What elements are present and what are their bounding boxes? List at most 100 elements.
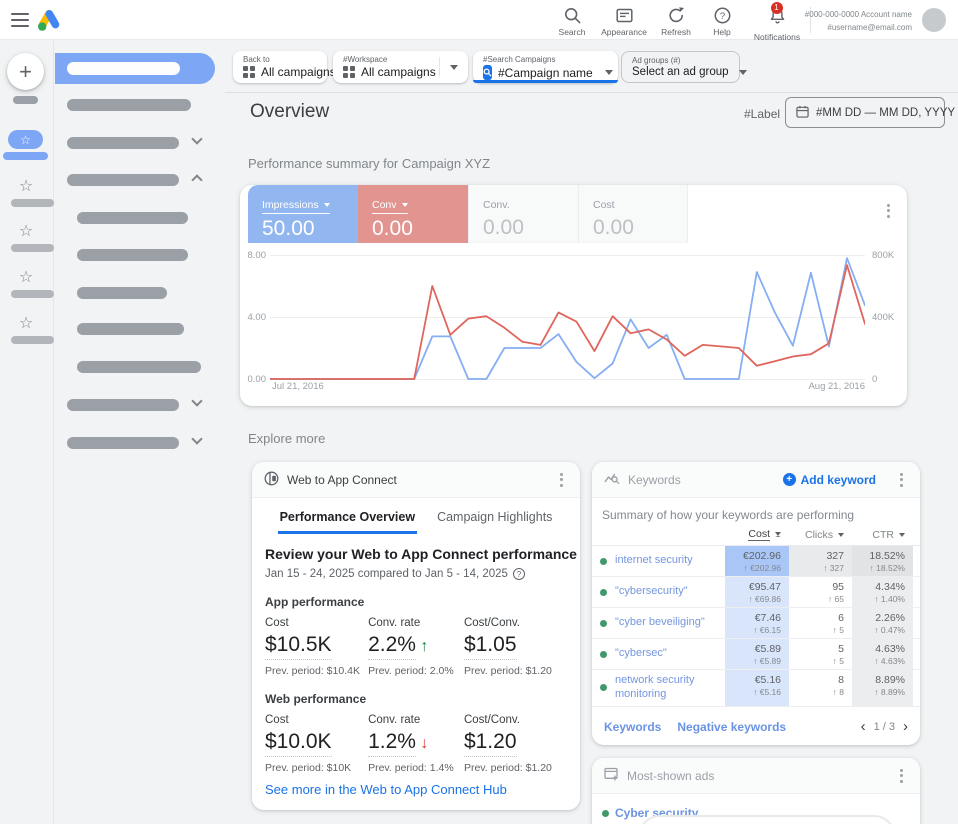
- notification-badge: 1: [771, 2, 783, 14]
- refresh-label: Refresh: [654, 27, 698, 37]
- chevron-down-icon[interactable]: [191, 395, 202, 406]
- keyword-cell[interactable]: "cyber beveiliging": [592, 608, 725, 638]
- keywords-link[interactable]: Keywords: [604, 720, 661, 734]
- table-row[interactable]: "cyber beveiliging"€7.46↑ €6.156↑ 52.26%…: [592, 608, 920, 639]
- sidebar-subitem[interactable]: [77, 249, 188, 261]
- metric-cost[interactable]: Cost 0.00: [578, 185, 688, 243]
- sidebar-item[interactable]: [67, 437, 179, 449]
- next-page-icon[interactable]: ›: [903, 719, 908, 734]
- table-row[interactable]: "cybersecurity"€95.47↑ €69.8695↑ 654.34%…: [592, 577, 920, 608]
- chevron-down-icon[interactable]: [605, 70, 613, 75]
- date-range-picker[interactable]: #MM DD — MM DD, YYYY: [785, 97, 945, 128]
- avatar[interactable]: [922, 8, 946, 32]
- date-range-value: #MM DD — MM DD, YYYY: [816, 107, 955, 119]
- kebab-menu-icon[interactable]: [894, 766, 908, 785]
- y-axis-tick: 8.00: [240, 250, 266, 261]
- metric-label: Impressions: [262, 199, 319, 211]
- google-ads-app: Search Appearance Refresh ? Help 1 No: [0, 0, 958, 824]
- star-icon: ☆: [19, 269, 33, 286]
- sidebar-item[interactable]: [67, 137, 179, 149]
- previous-page-icon[interactable]: ‹: [861, 719, 866, 734]
- back-to-all-campaigns-chip[interactable]: Back to All campaigns: [233, 51, 327, 83]
- metric-app-cost: Cost $10.5K Prev. period: $10.4K: [265, 617, 368, 677]
- metric-label: Conv: [372, 199, 397, 211]
- chevron-up-icon[interactable]: [191, 174, 202, 185]
- chevron-down-icon[interactable]: [450, 65, 458, 70]
- y-axis-tick-right: 400K: [872, 312, 894, 323]
- kebab-menu-icon[interactable]: [554, 470, 568, 489]
- keyword-link[interactable]: "cyber beveiliging": [615, 616, 705, 630]
- sidebar-subitem[interactable]: [77, 323, 184, 335]
- refresh-button[interactable]: Refresh: [654, 6, 698, 37]
- keywords-card: Keywords + Add keyword Summary of how yo…: [592, 462, 920, 745]
- sidebar-item[interactable]: [67, 174, 179, 186]
- rail-favorite-5[interactable]: ☆: [13, 313, 39, 333]
- metric-conv[interactable]: Conv 0.00: [358, 185, 468, 243]
- hamburger-menu-icon[interactable]: [11, 13, 29, 27]
- search-button[interactable]: Search: [552, 6, 592, 37]
- status-dot: [602, 810, 609, 817]
- column-header-cost[interactable]: Cost: [725, 528, 789, 541]
- negative-keywords-link[interactable]: Negative keywords: [677, 720, 786, 734]
- y-axis-tick-right: 0: [872, 374, 877, 385]
- appearance-button[interactable]: Appearance: [598, 6, 650, 37]
- sidebar-item[interactable]: [67, 99, 191, 111]
- sidebar-item[interactable]: [67, 399, 179, 411]
- chevron-down-icon[interactable]: [739, 70, 747, 75]
- metric-conv-2[interactable]: Conv. 0.00: [468, 185, 578, 243]
- chip-label: Back to: [243, 55, 317, 64]
- table-row[interactable]: internet security€202.96↑ €202.96327↑ 32…: [592, 546, 920, 577]
- chevron-down-icon[interactable]: [191, 433, 202, 444]
- column-header-clicks[interactable]: Clicks: [789, 528, 852, 541]
- y-axis-tick: 0.00: [240, 374, 266, 385]
- create-plus-button[interactable]: +: [7, 53, 44, 90]
- rail-favorite-2[interactable]: ☆: [13, 176, 39, 196]
- keyword-link[interactable]: "cybersecurity": [615, 585, 688, 599]
- rail-favorite-4[interactable]: ☆: [13, 267, 39, 287]
- kebab-menu-icon[interactable]: [881, 201, 895, 220]
- w2a-tabs: Performance Overview Campaign Highlights: [252, 510, 580, 534]
- sidebar-item-selected[interactable]: [55, 53, 215, 84]
- keyword-cell[interactable]: "cybersec": [592, 639, 725, 669]
- help-icon[interactable]: ?: [513, 568, 525, 580]
- keyword-cell[interactable]: internet security: [592, 546, 725, 576]
- label-chip: #Label: [744, 107, 780, 121]
- rail-favorite-selected[interactable]: ☆: [8, 130, 43, 149]
- search-icon: [552, 6, 592, 25]
- keyword-link[interactable]: internet security: [615, 554, 693, 568]
- see-more-hub-link[interactable]: See more in the Web to App Connect Hub: [265, 782, 507, 797]
- rail-favorite-3[interactable]: ☆: [13, 221, 39, 241]
- column-header-ctr[interactable]: CTR: [852, 528, 913, 541]
- google-ads-logo[interactable]: [36, 7, 62, 38]
- campaign-selector-chip[interactable]: #Search Campaigns #Campaign name: [473, 51, 618, 83]
- chip-label: Ad groups (#): [632, 56, 729, 65]
- card-header: Web to App Connect: [252, 462, 580, 498]
- table-row[interactable]: "cybersec"€5.89↑ €5.895↑ 54.63%↑ 4.63%: [592, 639, 920, 670]
- page-indicator: 1 / 3: [874, 721, 895, 733]
- metric-label: Conv.: [483, 199, 510, 211]
- metric-impressions[interactable]: Impressions 50.00: [248, 185, 358, 243]
- account-info[interactable]: #000-000-0000 Account name #username@ema…: [805, 9, 912, 35]
- sidebar-subitem[interactable]: [77, 287, 167, 299]
- clicks-cell: 5↑ 5: [789, 639, 852, 669]
- keyword-link[interactable]: network security monitoring: [615, 674, 721, 702]
- card-title: Most-shown ads: [627, 769, 714, 783]
- status-dot: [600, 684, 607, 691]
- keyword-cell[interactable]: network security monitoring: [592, 670, 725, 706]
- sidebar-subitem[interactable]: [77, 361, 201, 373]
- add-keyword-button[interactable]: + Add keyword: [783, 473, 876, 487]
- notifications-button[interactable]: 1 Notifications: [748, 6, 806, 42]
- tab-performance-overview[interactable]: Performance Overview: [278, 510, 418, 534]
- keyword-cell[interactable]: "cybersecurity": [592, 577, 725, 607]
- web-to-app-connect-card: Web to App Connect Performance Overview …: [252, 462, 580, 810]
- keyword-link[interactable]: "cybersec": [615, 647, 667, 661]
- chip-divider: [439, 57, 440, 77]
- help-button[interactable]: ? Help: [706, 6, 738, 37]
- workspace-selector-chip[interactable]: #Workspace All campaigns: [333, 51, 468, 83]
- ad-group-selector-chip[interactable]: Ad groups (#) Select an ad group: [621, 51, 740, 83]
- chevron-down-icon[interactable]: [191, 133, 202, 144]
- table-row[interactable]: network security monitoring€5.16↑ €5.168…: [592, 670, 920, 707]
- sidebar-subitem[interactable]: [77, 212, 188, 224]
- kebab-menu-icon[interactable]: [894, 470, 908, 489]
- tab-campaign-highlights[interactable]: Campaign Highlights: [435, 510, 554, 534]
